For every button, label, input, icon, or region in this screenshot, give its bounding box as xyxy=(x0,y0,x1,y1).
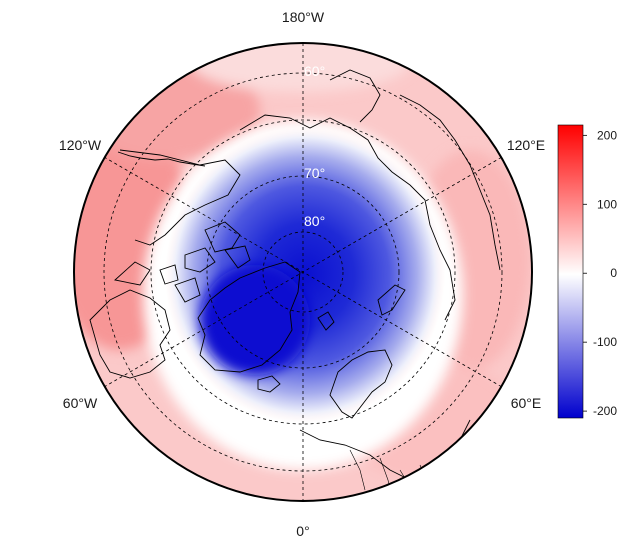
meridian-60w-120e xyxy=(103,156,503,388)
scandinavia-coast xyxy=(329,349,393,419)
alaska-coast xyxy=(119,149,241,246)
novaya-zemlya-coast xyxy=(377,284,406,316)
colorbar-ticks: 200 100 0 -100 -200 xyxy=(583,128,617,418)
lat-label-70: 70° xyxy=(304,165,325,181)
north-america-coast xyxy=(89,261,171,379)
lat-label-80: 80° xyxy=(304,213,325,229)
east-asia-coast xyxy=(399,94,501,271)
lon-label-upper-left: 120°W xyxy=(59,137,102,153)
colorbar-tick-label: -200 xyxy=(593,404,617,418)
kamchatka-coast xyxy=(329,69,381,123)
lon-label-upper-right: 120°E xyxy=(507,137,545,153)
lon-label-bottom: 0° xyxy=(296,523,309,539)
lon-label-lower-left: 60°W xyxy=(63,395,98,411)
svalbard-coast xyxy=(317,311,335,331)
lat-circle-60 xyxy=(150,119,456,425)
colorbar-tick-label: 100 xyxy=(597,197,617,211)
lon-label-top: 180°W xyxy=(282,9,325,25)
aleutian-chain xyxy=(117,151,206,167)
iceland-coast xyxy=(257,375,281,393)
lon-label-lower-right: 60°E xyxy=(511,395,542,411)
map-border xyxy=(73,42,533,502)
siberia-coast xyxy=(239,114,456,321)
colorbar-tick-label: 0 xyxy=(610,266,617,280)
lat-label-60: 60° xyxy=(304,63,325,79)
colorbar-tick-label: 200 xyxy=(597,128,617,142)
greenland-coast xyxy=(197,261,301,373)
graticule xyxy=(103,43,503,501)
colorbar-gradient xyxy=(557,124,584,419)
colorbar: 200 100 0 -100 -200 xyxy=(557,124,617,419)
cold-core-center xyxy=(200,265,310,375)
colorbar-tick-label: -100 xyxy=(593,335,617,349)
